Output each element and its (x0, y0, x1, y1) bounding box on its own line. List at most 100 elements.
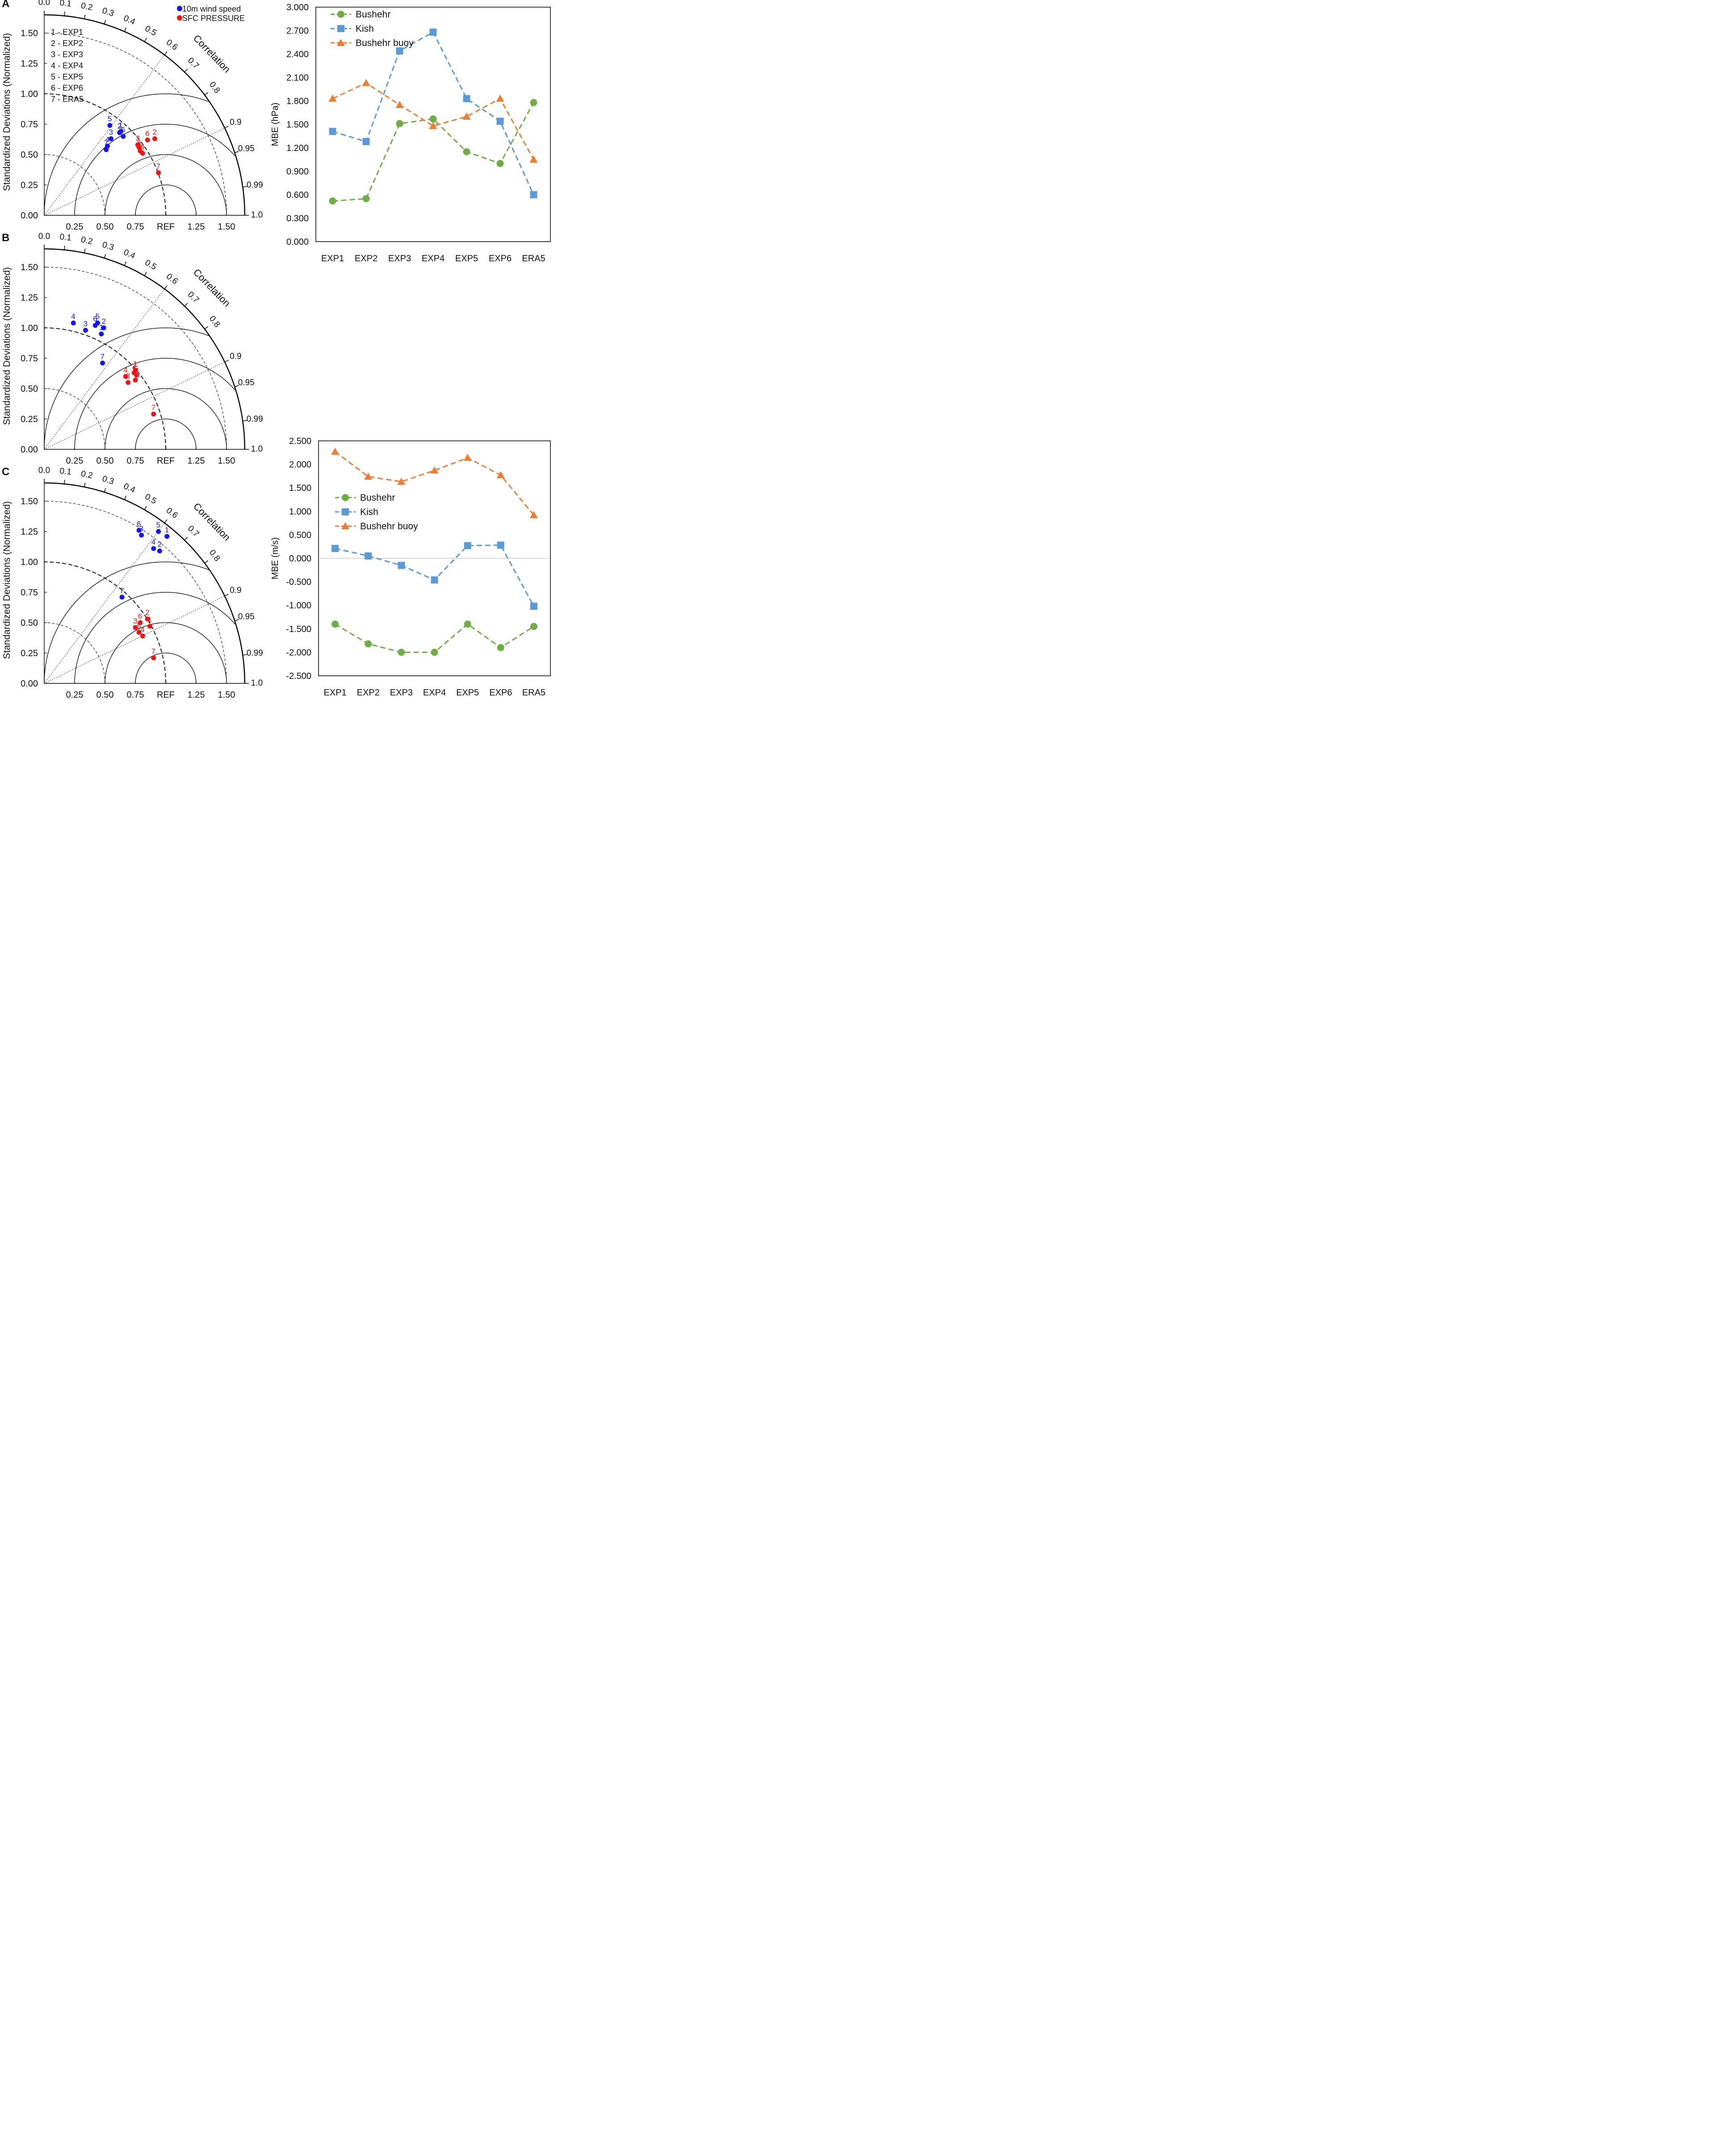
line-marker-circle (463, 148, 470, 155)
y-tick-label: 2.000 (289, 460, 311, 470)
data-point (138, 148, 143, 154)
rms-arc (44, 327, 210, 450)
data-point-label: 6 (93, 315, 97, 323)
data-point-label: 2 (132, 362, 136, 371)
y-tick-label: 1.500 (286, 120, 309, 130)
y-tick-label: 0.00 (21, 211, 38, 221)
x-tick-label: REF (157, 690, 175, 700)
x-tick-label: EXP2 (355, 254, 378, 264)
data-point (152, 136, 158, 142)
line-marker-square (342, 508, 349, 515)
line-marker-circle (429, 115, 437, 123)
rms-arc (105, 388, 227, 449)
y-tick-label: 1.50 (21, 497, 38, 507)
x-tick-label: REF (157, 456, 175, 466)
line-marker-square (396, 47, 403, 54)
x-tick-label: EXP5 (455, 254, 478, 264)
data-point-label: 1 (133, 360, 137, 368)
x-tick-label: EXP4 (423, 688, 446, 698)
data-point-label: 1 (99, 323, 103, 332)
x-tick-label: EXP5 (456, 688, 479, 698)
legend-label: Bushehr buoy (356, 38, 414, 48)
correlation-tick-label: 1.0 (251, 444, 263, 454)
y-tick-label: 1.200 (286, 143, 309, 153)
data-point (136, 630, 142, 635)
y-tick-label: 1.800 (286, 96, 309, 106)
data-point-label: 4 (151, 538, 155, 546)
legend-label: Bushehr buoy (360, 521, 418, 532)
taylor-panel-A: 0.0 0.1 0.2 0.30.40.50.60.70.80.90.950.991.… (2, 0, 263, 232)
y-tick-label: 3.000 (286, 3, 309, 13)
x-tick-label: 1.25 (188, 222, 205, 232)
correlation-tick-label: 1.0 (251, 678, 263, 688)
line-marker-triangle (429, 122, 437, 129)
experiment-legend-item: 4 - EXP4 (51, 61, 83, 70)
y-tick-label: -1.000 (286, 601, 311, 611)
correlation-tick (84, 248, 86, 253)
data-point (107, 123, 113, 128)
line-marker-triangle (337, 39, 345, 46)
correlation-tick (124, 495, 127, 500)
y-tick-label: 1.50 (21, 263, 38, 272)
correlation-tick (84, 482, 86, 487)
line-marker-circle (530, 623, 537, 630)
rms-arc (105, 154, 227, 215)
data-point-label: 3 (139, 524, 143, 533)
data-point (136, 527, 142, 533)
experiment-legend-item: 5 - EXP5 (51, 72, 83, 81)
data-point-label: 7 (151, 403, 155, 412)
y-axis-label: Standardized Deviations (Normalized) (2, 267, 12, 425)
data-point (104, 147, 109, 152)
correlation-tick-label: 1.0 (251, 210, 263, 220)
y-tick-label: 0.00 (21, 445, 38, 455)
line-marker-square (496, 117, 504, 125)
std-dev-arc (44, 501, 227, 684)
correlation-tick (104, 254, 106, 259)
x-tick-label: EXP4 (422, 254, 445, 264)
x-tick-label: ERA5 (522, 688, 545, 698)
y-tick-label: 0.75 (21, 120, 38, 130)
y-tick-label: -0.500 (286, 578, 311, 587)
rms-arc (74, 592, 235, 684)
data-point (99, 331, 104, 337)
correlation-tick-label: 0.95 (238, 378, 255, 387)
line-marker-square (365, 552, 372, 560)
line-marker-circle (342, 494, 349, 501)
line-marker-square (398, 561, 405, 569)
line-marker-circle (396, 120, 403, 127)
line-marker-circle (530, 99, 537, 106)
x-tick-label: 0.50 (96, 222, 114, 232)
correlation-tick-label: 0.9 (230, 118, 241, 127)
std-dev-arc (44, 622, 105, 683)
correlation-tick (64, 479, 65, 484)
reference-std-arc (44, 93, 166, 215)
correlation-tick (184, 69, 188, 73)
correlation-tick-label: 0.95 (238, 612, 255, 621)
data-point (133, 625, 138, 630)
line-marker-square (463, 95, 470, 102)
data-point-label: 1 (118, 121, 122, 129)
correlation-tick-label: 0.9 (230, 586, 241, 595)
reference-std-arc (44, 327, 166, 449)
experiment-legend-item: 1 - EXP1 (51, 28, 83, 37)
data-point (151, 546, 156, 551)
experiment-legend-item: 6 - EXP6 (51, 84, 83, 92)
correlation-tick (243, 420, 247, 422)
data-point (133, 377, 138, 383)
y-tick-label: 1.000 (289, 507, 311, 517)
x-tick-label: EXP2 (357, 688, 380, 698)
line-marker-triangle (529, 511, 538, 519)
data-point-label: 7 (101, 352, 105, 361)
y-tick-label: 0.00 (21, 679, 38, 689)
y-tick-label: 1.25 (21, 527, 38, 537)
y-tick-label: 0.50 (21, 150, 38, 160)
data-point-label: 2 (157, 540, 161, 549)
data-point (126, 380, 131, 385)
correlation-tick (144, 272, 147, 276)
data-point-label: 4 (123, 366, 127, 374)
correlation-tick-label: 0.9 (230, 352, 241, 361)
y-tick-label: 0.25 (21, 649, 38, 658)
data-point-label: 3 (135, 134, 139, 142)
data-point-label: 1 (165, 526, 169, 534)
y-tick-label: 2.100 (286, 73, 309, 83)
